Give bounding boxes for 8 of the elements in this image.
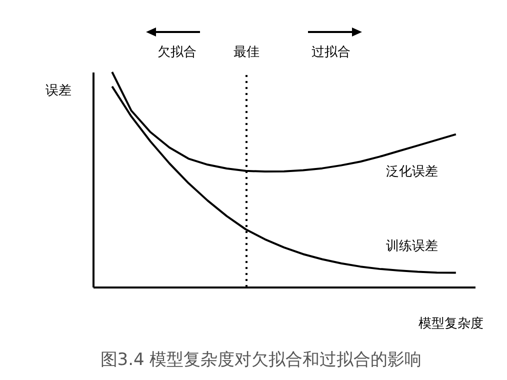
text: 图3.4 模型复杂度对欠拟合和过拟合的影响 (100, 350, 422, 370)
series-label: 泛化误差 (386, 164, 438, 180)
text: 最佳 (234, 45, 260, 60)
text: 欠拟合 (158, 45, 196, 60)
x-axis-title: 模型复杂度 (418, 316, 484, 332)
y-axis-title: 误差 (46, 84, 72, 98)
text: 过拟合 (312, 45, 350, 60)
series-label: 训练误差 (386, 238, 438, 254)
